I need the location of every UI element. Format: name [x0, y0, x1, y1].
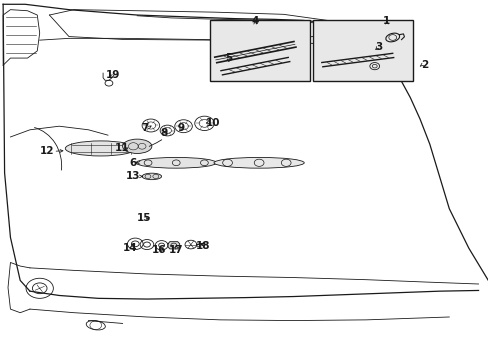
Text: 7: 7 — [141, 123, 148, 133]
Text: 4: 4 — [251, 17, 258, 27]
Text: 10: 10 — [205, 118, 220, 128]
Text: 18: 18 — [195, 241, 210, 251]
Text: 6: 6 — [129, 158, 137, 168]
Text: 8: 8 — [160, 129, 167, 138]
Text: 12: 12 — [40, 146, 54, 156]
Ellipse shape — [214, 157, 304, 168]
Ellipse shape — [65, 141, 136, 156]
Text: 16: 16 — [152, 245, 166, 255]
Text: 3: 3 — [374, 42, 382, 52]
Bar — [210, 21, 310, 81]
Text: 9: 9 — [177, 123, 184, 133]
Ellipse shape — [142, 173, 161, 180]
Ellipse shape — [122, 139, 152, 153]
Ellipse shape — [136, 157, 216, 168]
Text: 15: 15 — [137, 213, 151, 222]
Text: 2: 2 — [421, 60, 427, 70]
Text: 17: 17 — [168, 245, 183, 255]
Polygon shape — [167, 242, 179, 249]
Bar — [312, 21, 412, 81]
Text: 11: 11 — [114, 143, 129, 153]
Text: 13: 13 — [126, 171, 140, 181]
Text: 5: 5 — [225, 53, 232, 63]
Text: 14: 14 — [122, 243, 137, 253]
Text: 1: 1 — [383, 17, 390, 27]
Text: 19: 19 — [105, 70, 120, 80]
